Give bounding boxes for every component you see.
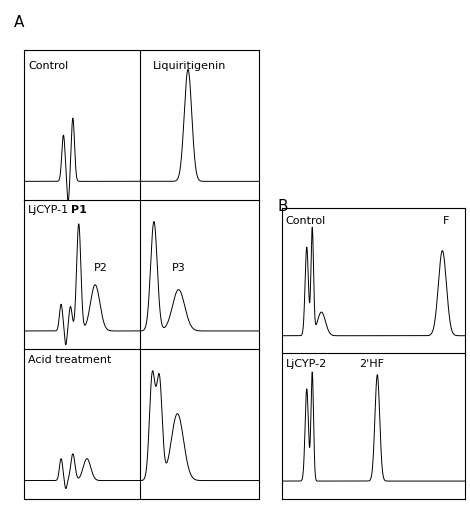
Text: P3: P3 [172, 263, 185, 273]
Text: F: F [443, 216, 450, 226]
Text: P2: P2 [94, 263, 108, 273]
Text: B: B [277, 199, 288, 213]
Text: Acid treatment: Acid treatment [28, 354, 111, 364]
Text: Control: Control [286, 216, 326, 226]
Text: P1: P1 [70, 205, 86, 215]
Text: A: A [14, 15, 24, 30]
Text: LjCYP-2: LjCYP-2 [286, 358, 327, 368]
Text: LjCYP-1: LjCYP-1 [28, 205, 70, 215]
Text: 2'HF: 2'HF [359, 358, 384, 368]
Text: Control: Control [28, 62, 69, 71]
Text: Liquiritigenin: Liquiritigenin [153, 62, 226, 71]
